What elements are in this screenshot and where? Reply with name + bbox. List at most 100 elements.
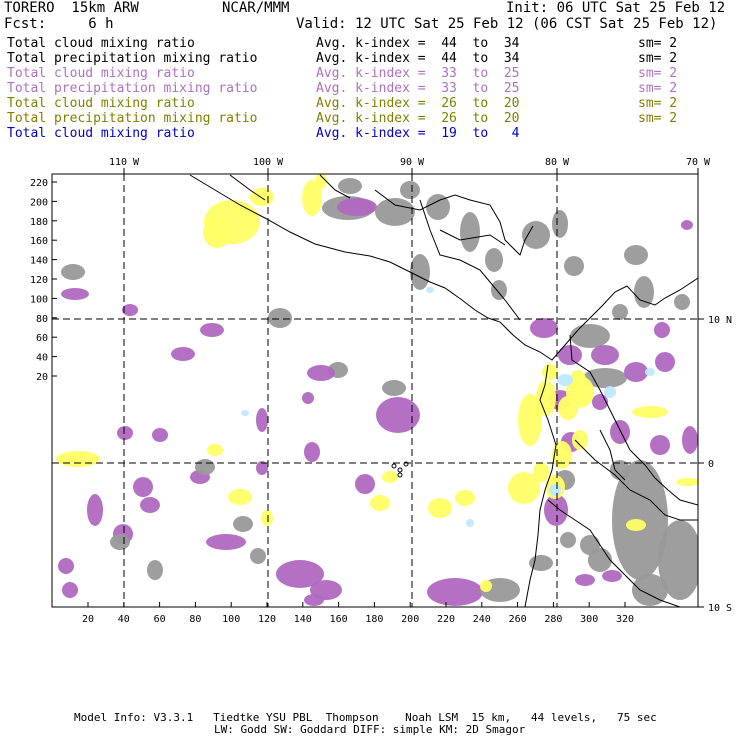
cloud-patch-mid — [655, 352, 675, 372]
cloud-patch-top — [604, 386, 616, 398]
cloud-patch-low — [338, 178, 362, 194]
cloud-patch-top — [241, 410, 249, 416]
model-info-line2: LW: Godd SW: Goddard DIFF: simple KM: 2D… — [214, 723, 526, 736]
cloud-patch-top — [645, 368, 655, 376]
legend-field-name: Total cloud mixing ratio — [7, 36, 195, 51]
valid-time: Valid: 12 UTC Sat 25 Feb 12 (06 CST Sat … — [296, 16, 718, 32]
cloud-patch-mid — [602, 570, 622, 582]
coastline — [319, 174, 351, 199]
cloud-patch-low — [400, 181, 420, 199]
cloud-patch-mid — [591, 345, 619, 365]
cloud-patch-mid — [575, 574, 595, 586]
cloud-patch-low — [485, 248, 503, 272]
cloud-patch-mid — [307, 365, 335, 381]
cloud-patch-low — [250, 548, 266, 564]
cloud-patch-high — [480, 580, 492, 592]
y-tick-label: 100 — [30, 294, 48, 305]
coastline — [419, 199, 521, 321]
cloud-patch-high — [56, 451, 100, 467]
cloud-patch-low — [382, 380, 406, 396]
x-tick-label: 60 — [154, 614, 166, 625]
cloud-patch-mid — [376, 397, 420, 433]
cloud-patch-low — [522, 221, 550, 249]
cloud-patch-mid — [58, 558, 74, 574]
x-tick-label: 120 — [258, 614, 276, 625]
cloud-patch-low — [632, 574, 668, 606]
model-title: TORERO 15km ARW — [4, 0, 139, 16]
init-time: Init: 06 UTC Sat 25 Feb 12 — [506, 0, 726, 16]
cloud-patch-mid — [140, 497, 160, 513]
cloud-patch-high — [533, 462, 549, 482]
cloud-patch-mid — [62, 582, 78, 598]
x-tick-label: 240 — [473, 614, 491, 625]
coastline — [374, 189, 534, 256]
cloud-patch-top — [549, 484, 561, 496]
cloud-patch-mid — [304, 594, 324, 606]
x-tick-label: 80 — [189, 614, 201, 625]
y-tick-label: 60 — [36, 333, 48, 344]
longitude-label: 110 W — [109, 157, 140, 168]
cloud-patch-mid — [206, 534, 246, 550]
island — [397, 472, 403, 478]
cloud-patch-high — [315, 174, 327, 189]
legend-field-name: Total cloud mixing ratio — [7, 66, 195, 81]
cloud-patch-high — [382, 471, 398, 483]
cloud-patch-high — [228, 489, 252, 505]
x-tick-label: 20 — [82, 614, 94, 625]
legend-smoothing: sm= 2 — [638, 96, 678, 111]
cloud-patch-mid — [122, 304, 138, 316]
cloud-patch-low — [233, 516, 253, 532]
cloud-patch-low — [410, 254, 430, 290]
cloud-patch-high — [428, 498, 452, 518]
cloud-patch-mid — [650, 435, 670, 455]
y-tick-label: 20 — [36, 372, 48, 383]
x-tick-label: 100 — [222, 614, 240, 625]
cloud-patch-high — [207, 444, 223, 456]
cloud-patch-high — [455, 490, 475, 506]
cloud-patch-mid — [171, 347, 195, 361]
cloud-patch-mid — [117, 426, 133, 440]
longitude-label: 90 W — [400, 157, 425, 168]
x-tick-label: 280 — [544, 614, 562, 625]
cloud-patch-low — [570, 324, 610, 348]
cloud-patch-mid — [654, 322, 670, 338]
forecast-hour: Fcst: 6 h — [4, 16, 114, 32]
coastline — [599, 429, 626, 481]
cloud-patch-low — [564, 256, 584, 276]
cloud-patch-high — [302, 180, 322, 216]
map-frame — [51, 173, 699, 608]
cloud-patch-low — [658, 520, 698, 600]
y-tick-label: 120 — [30, 275, 48, 286]
legend-k-index: Avg. k-index = 44 to 34 — [316, 51, 520, 66]
island — [391, 463, 397, 469]
x-tick-label: 300 — [580, 614, 598, 625]
coastlines — [189, 174, 698, 607]
x-tick-label: 260 — [509, 614, 527, 625]
cloud-patch-mid — [337, 198, 377, 216]
cloud-patch-high — [508, 472, 540, 504]
y-tick-label: 140 — [30, 256, 48, 267]
x-tick-label: 320 — [616, 614, 634, 625]
island — [403, 461, 409, 467]
cloud-patch-low — [634, 276, 654, 308]
cloud-patch-high — [250, 188, 274, 206]
cloud-patch-high — [261, 510, 273, 526]
cloud-patch-high — [203, 216, 231, 248]
cloud-patch-mid — [302, 392, 314, 404]
cloud-patch-mid — [355, 474, 375, 494]
x-tick-label: 160 — [330, 614, 348, 625]
legend-smoothing: sm= 2 — [638, 111, 678, 126]
y-tick-label: 80 — [36, 314, 48, 325]
model-info-line1: Model Info: V3.3.1 Tiedtke YSU PBL Thomp… — [74, 711, 657, 724]
cloud-patch-mid — [304, 442, 320, 462]
cloud-patch-low — [674, 294, 690, 310]
cloud-patch-low — [612, 304, 628, 320]
coastline — [547, 499, 681, 607]
cloud-patch-mid — [276, 560, 324, 588]
cloud-patch-mid — [610, 420, 630, 444]
cloud-patch-high — [370, 495, 390, 511]
cloud-patch-mid — [200, 323, 224, 337]
coastline — [524, 364, 557, 607]
legend-k-index: Avg. k-index = 26 to 20 — [316, 111, 520, 126]
